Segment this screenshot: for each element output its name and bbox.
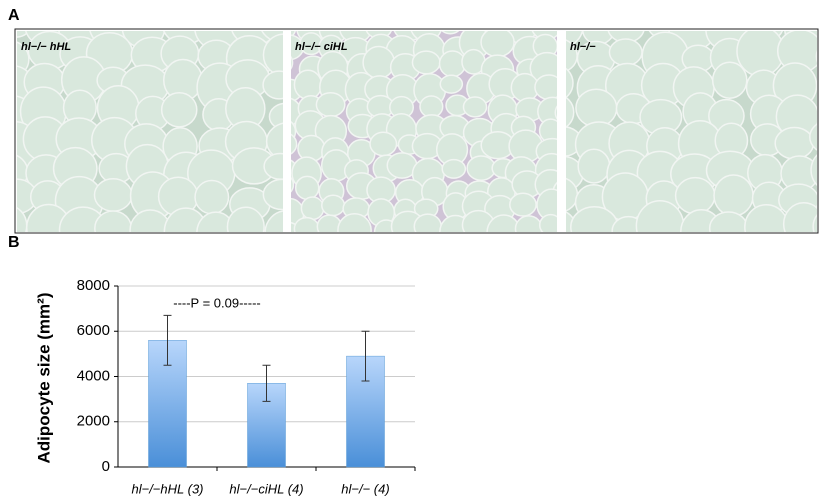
y-tick-label: 8000: [77, 277, 110, 294]
image-label: hl−/− hHL: [21, 41, 71, 53]
y-tick-label: 4000: [77, 367, 110, 384]
cell: [540, 215, 562, 236]
y-tick-label: 2000: [77, 413, 110, 430]
micrographs: hl−/− hHL hl−/− ciHL hl−/−: [0, 0, 820, 270]
cell: [95, 211, 132, 246]
cell: [464, 97, 487, 117]
cell: [301, 197, 323, 219]
y-tick-label: 0: [102, 458, 110, 475]
cell: [467, 156, 495, 180]
annotation: ----P = 0.09-----: [173, 296, 261, 311]
cell: [710, 212, 748, 245]
cell: [367, 235, 390, 257]
cell: [609, 39, 642, 66]
x-tick-label: hl−/−ciHL (4): [229, 481, 303, 496]
cell: [442, 160, 465, 179]
cell: [420, 96, 443, 117]
cell: [370, 132, 396, 155]
cell: [341, 236, 373, 262]
cell: [481, 28, 514, 57]
panel-label: A: [8, 7, 20, 24]
cell: [636, 201, 683, 251]
cell: [489, 239, 517, 265]
cell: [412, 51, 440, 74]
micrograph: [537, 2, 820, 253]
cell: [541, 246, 563, 265]
cell: [560, 236, 582, 256]
cell: [295, 237, 326, 270]
cell: [535, 75, 563, 99]
cell: [487, 215, 520, 250]
y-axis-label: Adipocyte size (mm²): [34, 293, 53, 464]
cell: [294, 218, 319, 240]
micrograph: [0, 0, 310, 255]
cell: [294, 70, 321, 99]
cell: [420, 239, 450, 270]
cell: [338, 214, 371, 247]
x-tick-label: hl−/−hHL (3): [131, 481, 203, 496]
cell: [713, 62, 747, 98]
image-label: hl−/− ciHL: [295, 41, 348, 53]
cell: [608, 12, 644, 42]
chart: 0 2000 4000 6000 8000 hl−/−hHL (3) hl−/−ciHL (…: [77, 277, 415, 496]
cell: [571, 207, 618, 248]
cell: [510, 193, 536, 216]
cell: [227, 207, 264, 246]
cell: [576, 89, 617, 127]
cell: [737, 26, 784, 75]
cell: [676, 178, 715, 214]
cell: [440, 16, 462, 33]
cell: [322, 195, 345, 215]
cell: [465, 239, 487, 260]
cell: [414, 214, 441, 239]
cell: [578, 149, 610, 183]
cell: [714, 175, 753, 216]
cell: [162, 93, 197, 127]
image-label: hl−/−: [570, 41, 596, 53]
cell: [388, 233, 418, 257]
cell: [440, 235, 473, 267]
cell: [583, 15, 614, 44]
cell: [509, 242, 539, 266]
cell: [440, 75, 462, 93]
panel-label: B: [8, 234, 20, 251]
cell: [195, 180, 228, 213]
cell: [775, 128, 813, 159]
y-tick-label: 6000: [77, 322, 110, 339]
cell: [316, 93, 344, 117]
cell: [263, 71, 295, 99]
cell: [515, 216, 541, 241]
cell: [274, 237, 298, 256]
x-tick-label: hl−/− (4): [341, 481, 389, 496]
cell: [322, 240, 352, 267]
cell: [94, 179, 131, 211]
cell: [296, 176, 319, 199]
figure: A hl−/− hHL hl−/− ciHL hl−/− B Adipocyte s…: [0, 0, 820, 500]
cell: [745, 205, 788, 250]
